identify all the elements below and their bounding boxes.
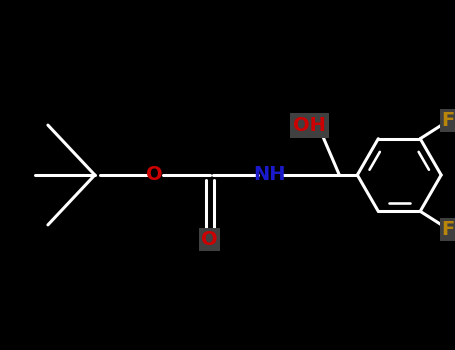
Text: O: O bbox=[147, 166, 163, 184]
Text: O: O bbox=[201, 230, 218, 250]
Text: OH: OH bbox=[293, 116, 326, 135]
Text: NH: NH bbox=[253, 166, 286, 184]
Text: F: F bbox=[441, 220, 455, 239]
Text: F: F bbox=[441, 111, 455, 130]
